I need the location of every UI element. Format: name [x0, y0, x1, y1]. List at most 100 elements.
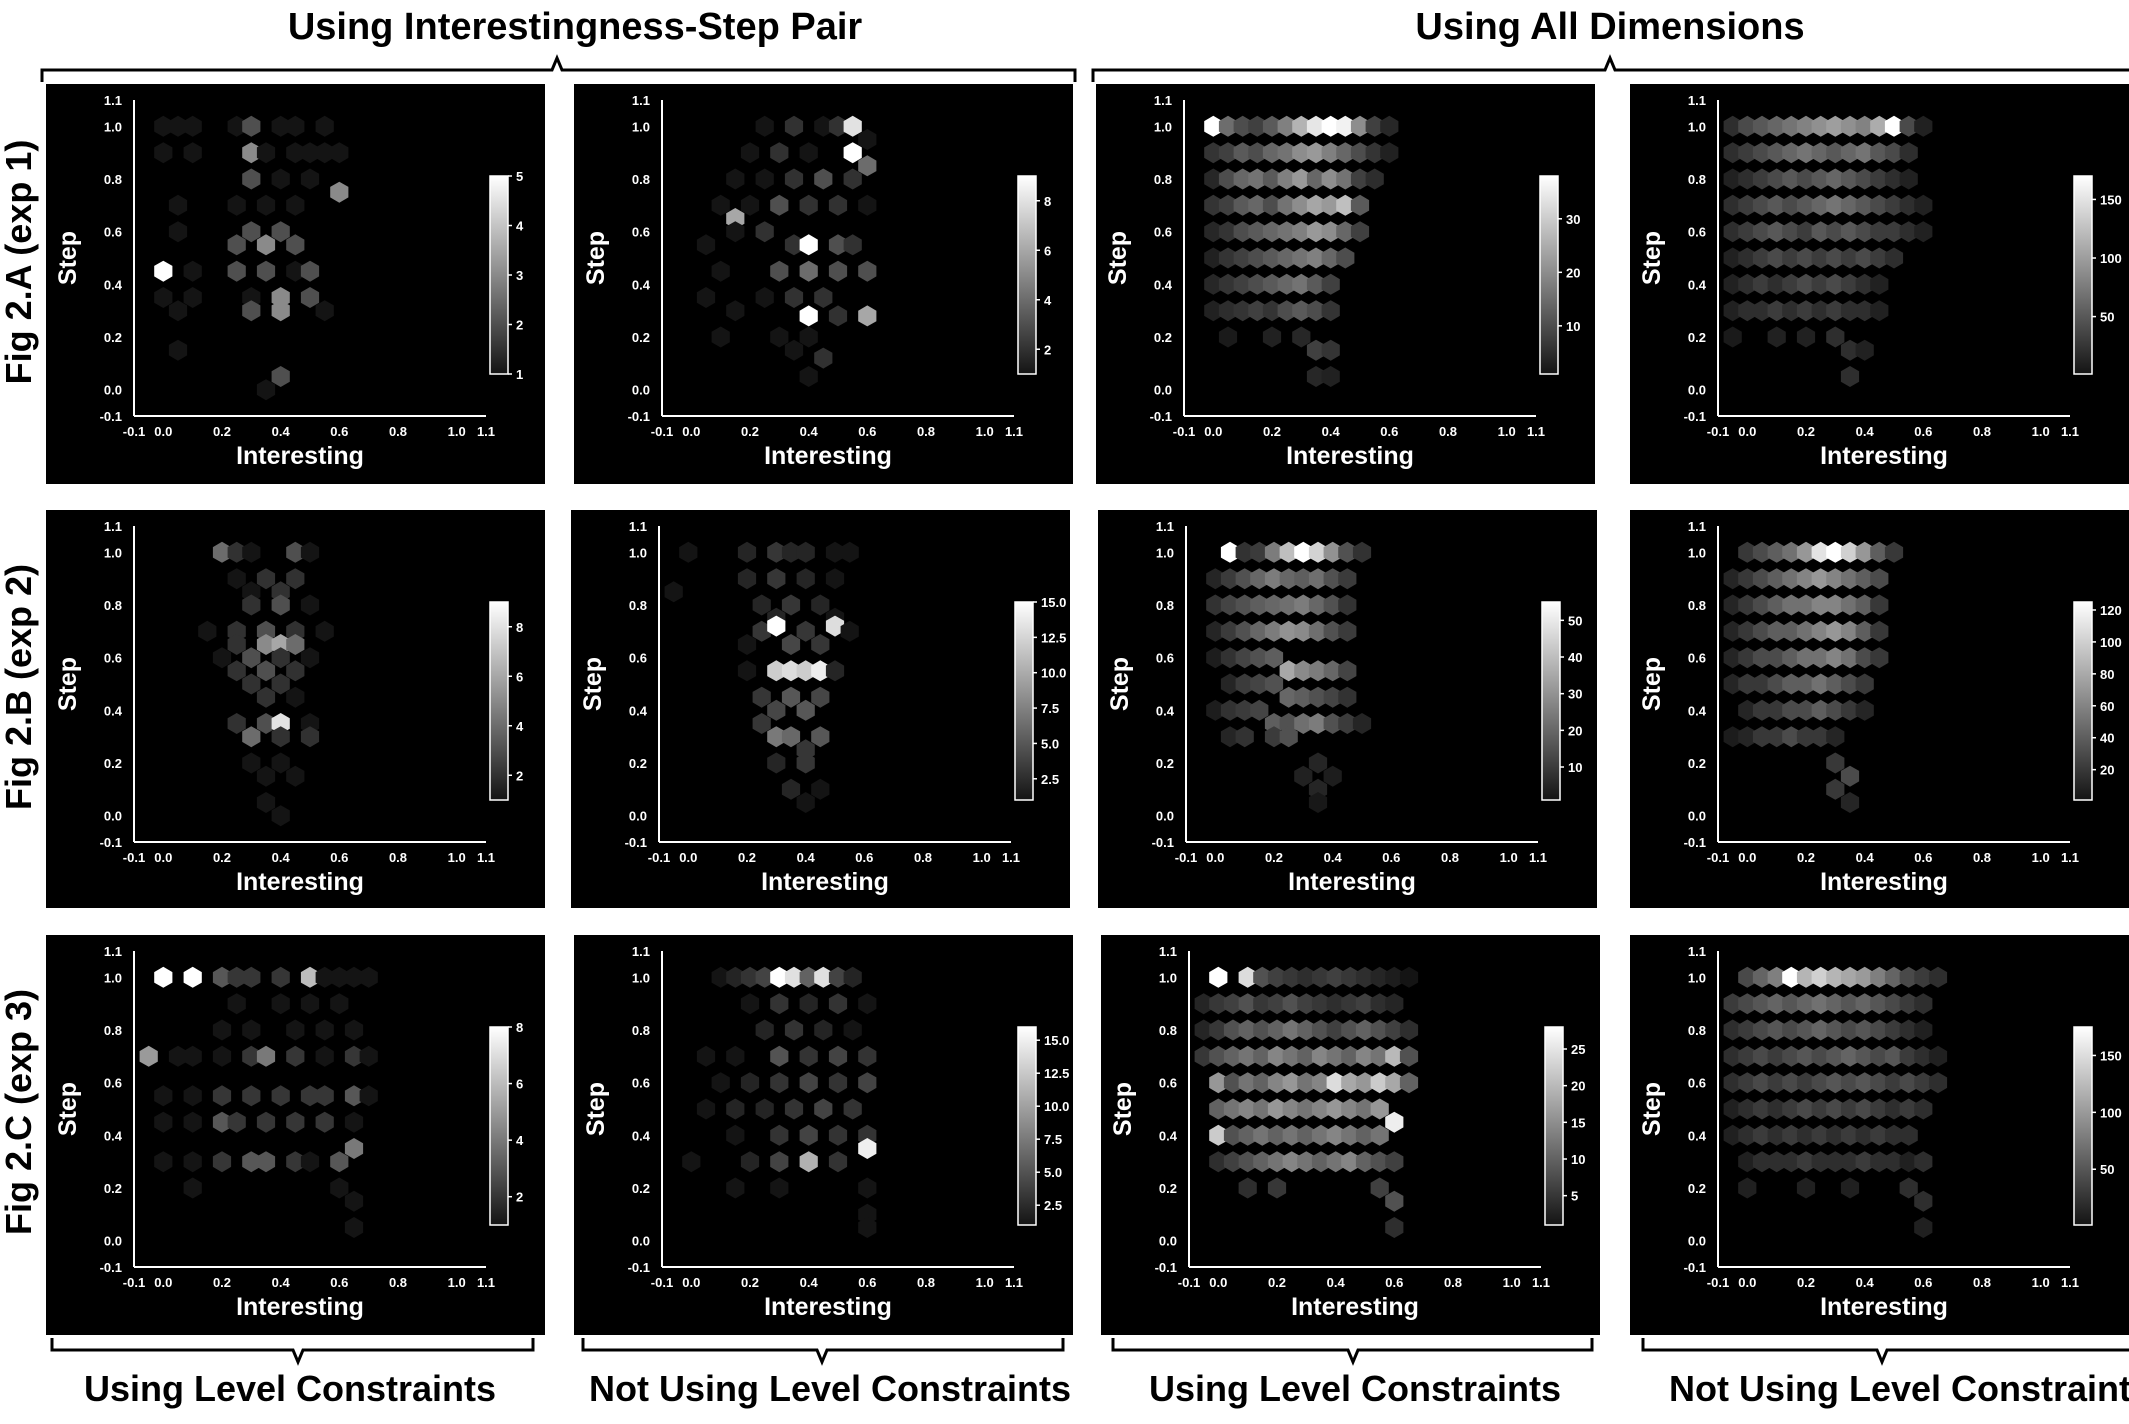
- hexbin-cell: [271, 634, 290, 655]
- hexbin-cell: [726, 300, 745, 322]
- hexbin-cell: [814, 347, 833, 369]
- y-axis-label: Step: [1104, 231, 1132, 285]
- hexbin-cell: [1308, 778, 1328, 800]
- hexbin-cell: [1767, 699, 1786, 721]
- hexbin-cell: [256, 260, 276, 282]
- hexbin-cell: [286, 234, 305, 256]
- hexbin-cell: [1321, 142, 1340, 164]
- hexbin-cell: [1928, 1045, 1948, 1067]
- x-tick-label: 0.4: [272, 1275, 291, 1290]
- hexbin-cell: [1297, 993, 1316, 1015]
- hexbin-cell: [796, 752, 815, 774]
- y-tick-label: 0.0: [632, 1234, 650, 1249]
- hexbin-cell: [242, 647, 261, 669]
- hexbin-cell: [1826, 699, 1845, 721]
- hexbin-cell: [1782, 1151, 1801, 1173]
- hexbin-cell: [227, 634, 246, 655]
- hexbin-cell: [242, 673, 261, 695]
- hexbin-cell: [726, 1177, 745, 1199]
- hexbin-cell: [1209, 1124, 1228, 1146]
- hexbin-cell: [1826, 647, 1845, 669]
- hexbin-cell: [1279, 541, 1298, 563]
- hexbin-cell: [256, 379, 276, 401]
- hexbin-cell: [1826, 115, 1845, 137]
- hexbin-cell: [1782, 1124, 1801, 1146]
- y-tick-label: -0.1: [1152, 835, 1174, 850]
- hexbin-cell: [1321, 221, 1340, 243]
- hexbin-cell: [1811, 1045, 1830, 1067]
- hexbin-cell: [1884, 993, 1904, 1015]
- y-axis-label: Step: [1638, 231, 1666, 285]
- hexbin-cell: [1796, 194, 1816, 216]
- hexbin-cell: [256, 568, 276, 590]
- colorbar: [489, 175, 509, 375]
- hexbin-cell: [286, 568, 305, 590]
- hexbin-cell: [271, 581, 290, 603]
- hexbin-cell: [799, 1045, 818, 1067]
- hexbin-cell: [1338, 713, 1357, 734]
- hexbin-cell: [811, 778, 830, 800]
- hexbin-cell: [858, 1177, 877, 1199]
- hexbin-cell: [1204, 247, 1223, 269]
- y-tick-label: 0.2: [1156, 756, 1174, 771]
- hexbin-cell: [1767, 221, 1786, 243]
- hexbin-cell: [755, 168, 774, 190]
- x-tick-label: -0.1: [123, 850, 145, 865]
- y-axis-label: Step: [1638, 1082, 1666, 1136]
- colorbar-tick-label: 2: [516, 768, 523, 783]
- hexbin-cell: [1811, 1151, 1830, 1173]
- x-tick-label: 1.1: [1005, 424, 1023, 439]
- hexbin-cell: [1380, 142, 1399, 164]
- hexbin-cell: [1311, 1124, 1331, 1146]
- hexbin-cell: [799, 194, 818, 216]
- hexbin-panel: -0.1 0.0 0.2 0.4 0.6 0.8 1.0 1.1 -0.1 0.0 0.2 0.4 0.…: [1098, 510, 1597, 908]
- hexbin-svg: -0.1 0.0 0.2 0.4 0.6 0.8 1.0 1.1 -0.1 0.0 0.2 0.4 0.…: [582, 944, 1069, 1321]
- hexbin-cell: [1209, 1019, 1228, 1041]
- hexbin-cell: [814, 1098, 833, 1120]
- hexbin-cell: [1752, 300, 1772, 322]
- hexbin-cell: [1767, 273, 1786, 295]
- hexbin-cell: [256, 194, 276, 216]
- hexbin-cell: [770, 326, 789, 348]
- hexbin-cell: [1738, 993, 1757, 1015]
- hexbin-cell: [1277, 247, 1296, 269]
- hexbin-cell: [1306, 115, 1326, 137]
- hexbin-cell: [1336, 247, 1355, 269]
- hexbin-cell: [286, 260, 305, 282]
- hexbin-cell: [784, 339, 804, 361]
- hexbin-cell: [183, 966, 202, 988]
- x-tick-label: 0.2: [1797, 850, 1815, 865]
- hexbin-cell: [271, 993, 290, 1015]
- hexbin-cell: [1752, 168, 1772, 190]
- hexbin-cell: [825, 615, 845, 637]
- colorbar-tick-label: 30: [1568, 687, 1582, 702]
- hexbin-cell: [858, 1072, 877, 1094]
- hexbin-cell: [1723, 168, 1742, 190]
- hexbin-cell: [1338, 594, 1357, 616]
- hexbin-cell: [1248, 247, 1267, 269]
- hexbin-cell: [1326, 1072, 1345, 1094]
- hexbin-cell: [1826, 1098, 1845, 1120]
- hexbin-cell: [828, 1151, 848, 1173]
- hexbin-cell: [330, 142, 349, 164]
- hexbin-svg: -0.1 0.0 0.2 0.4 0.6 0.8 1.0 1.1 -0.1 0.0 0.2 0.4 0.…: [54, 93, 524, 470]
- hexbin-cell: [828, 194, 848, 216]
- hexbin-cell: [1238, 1124, 1257, 1146]
- hexbin-cell: [1370, 966, 1389, 988]
- hexbin-cell: [737, 660, 757, 682]
- x-tick-label: 0.6: [1914, 1275, 1932, 1290]
- hexbin-cell: [1370, 1019, 1389, 1041]
- hexbin-cell: [1350, 142, 1370, 164]
- y-tick-label: 0.4: [104, 277, 123, 292]
- hexbin-cell: [1238, 1151, 1257, 1173]
- hexbin-cell: [1855, 699, 1874, 721]
- x-axis-label: Interesting: [1286, 442, 1414, 470]
- hexbin-cell: [1294, 765, 1313, 787]
- bottom-brace-4: [1641, 1338, 2129, 1366]
- hexbin-cell: [1294, 660, 1313, 682]
- hexbin-cell: [1218, 221, 1238, 243]
- hexbin-cell: [330, 966, 349, 988]
- y-tick-label: 1.0: [104, 119, 122, 134]
- hexbin-cell: [1840, 568, 1860, 590]
- hexbin-cell: [1796, 1124, 1816, 1146]
